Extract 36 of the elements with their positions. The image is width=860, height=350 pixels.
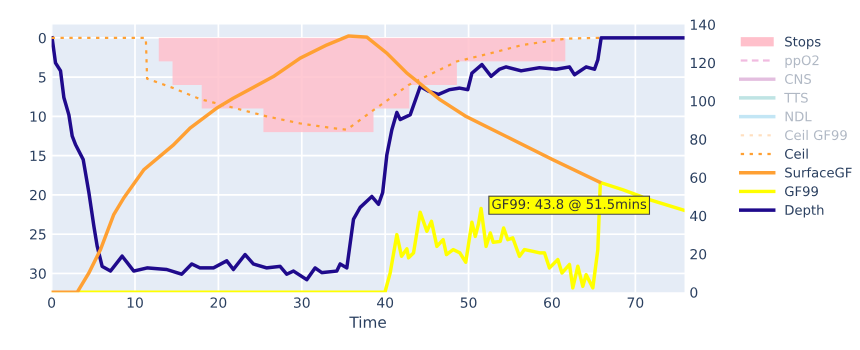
line-series — [52, 36, 685, 282]
y-tick-label: 30 — [30, 268, 46, 279]
x-tick-label: 10 — [128, 297, 143, 308]
legend-label: TTS — [784, 92, 808, 103]
legend-label: Stops — [785, 36, 821, 50]
y-tick-label: 15 — [30, 150, 46, 162]
x-tick-label: 40 — [377, 297, 394, 308]
legend-label: CNS — [785, 74, 812, 84]
y-tick-label: 25 — [30, 229, 46, 240]
y2-tick-label: 120 — [690, 58, 716, 68]
legend-label: GF99 — [785, 186, 818, 196]
y2-tick-label: 60 — [690, 172, 706, 183]
x-tick-label: 60 — [544, 297, 560, 308]
y-tick-label: 0 — [38, 32, 46, 44]
y2-tick-label: 80 — [690, 134, 706, 145]
legend-label: NDL — [786, 112, 812, 122]
legend-label: Ceil GF99 — [785, 130, 847, 140]
legend-label: Depth — [786, 204, 824, 218]
x-tick-label: 50 — [460, 297, 476, 308]
x-tick-label: 20 — [210, 297, 226, 308]
annotation: GF99: 43.8 @ 51.5mins — [492, 198, 646, 212]
y-tick-label: 10 — [30, 111, 46, 122]
y2-tick-label: 20 — [690, 248, 706, 260]
legend-label: ppO2 — [785, 55, 818, 68]
y2-tick-label: 0 — [690, 287, 698, 298]
y2-tick-label: 40 — [690, 210, 706, 222]
legend-label: SurfaceGF — [785, 167, 852, 178]
x-axis-title: Time — [349, 316, 386, 328]
y2-tick-label: 100 — [690, 96, 716, 106]
y2-tick-label: 140 — [690, 19, 716, 30]
x-tick-label: 0 — [48, 297, 56, 308]
legend-label: Ceil — [785, 148, 808, 159]
y-tick-label: 5 — [38, 72, 46, 83]
x-tick-label: 30 — [294, 297, 310, 308]
y-tick-label: 20 — [30, 190, 46, 200]
x-tick-label: 70 — [628, 297, 644, 308]
